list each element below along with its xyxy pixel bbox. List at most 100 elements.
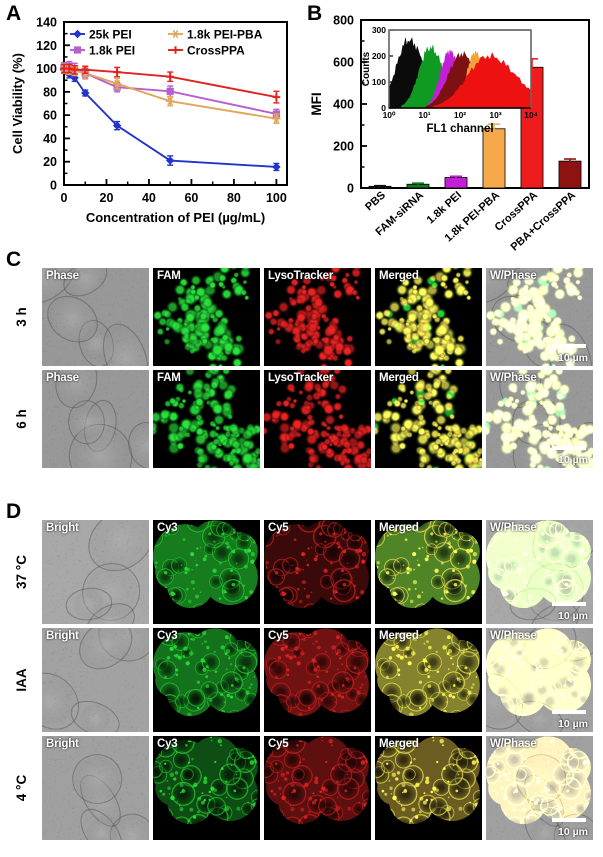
panel-d-tile-r0-c1: Cy3: [153, 520, 260, 624]
panel-b-bar: [482, 128, 506, 189]
tile-label: Merged: [379, 630, 419, 642]
scale-bar-label: 10 µm: [558, 454, 588, 466]
panel-a-marker: [70, 65, 79, 74]
panel-b-inset-xtick: 10⁴: [524, 110, 538, 120]
scale-bar-label: 10 µm: [558, 610, 588, 622]
tile-label: Cy5: [268, 738, 289, 750]
panel-b-inset-ytick: 300: [372, 25, 386, 35]
tile-label: Cy3: [157, 738, 178, 750]
panel-b-ytick: 800: [333, 14, 354, 28]
panel-c-row-label-1: 6 h: [14, 409, 29, 429]
panel-b-inset-xtick: 10²: [454, 110, 466, 120]
panel-d-tile-r2-c4: W/Phase 10 µm: [486, 736, 593, 840]
panel-d-tile-r0-c4: W/Phase 10 µm: [486, 520, 593, 624]
panel-a-marker: [65, 64, 74, 73]
panel-b-bar-group: [444, 175, 468, 189]
tile-label: Bright: [46, 630, 79, 642]
panel-b-inset-y-axis-title: Counts: [361, 51, 372, 86]
panel-c-tile-r1-c2: LysoTracker: [264, 370, 371, 468]
panel-a-ytick: 80: [43, 85, 57, 99]
scale-bar-label: 10 µm: [558, 718, 588, 730]
panel-d-tile-r2-c2: Cy5: [264, 736, 371, 840]
tile-label: W/Phase: [490, 522, 537, 534]
panel-a-marker: [166, 87, 174, 95]
panel-a-legend: 25k PEI 1.8k PEI 1.8k PEI-PBA CrossPPA: [70, 27, 263, 57]
panel-a-marker: [272, 114, 281, 123]
panel-a-xtick: 60: [184, 191, 198, 205]
panel-a-legend-label: CrossPPA: [187, 43, 245, 57]
tile-label: W/Phase: [490, 372, 537, 384]
panel-a-marker: [171, 29, 180, 39]
panel-d-tile-r1-c3: Merged: [375, 628, 482, 732]
panel-a-marker: [81, 65, 90, 74]
panel-a-marker: [272, 93, 281, 101]
panel-a-xtick: 0: [61, 191, 68, 205]
tile-label: W/Phase: [490, 738, 537, 750]
tile-label: FAM: [157, 372, 181, 384]
panel-c-tile-r0-c2: LysoTracker: [264, 268, 371, 366]
panel-c-row-label-0: 3 h: [14, 307, 29, 327]
panel-b-inset: 0 100 200 300 10⁰ 10¹ 10² 10³ 10⁴ Counts FL1 chann…: [361, 25, 538, 135]
tile-label: Merged: [379, 270, 419, 282]
panel-b-inset-xtick: 10¹: [418, 110, 430, 120]
tile-label: FAM: [157, 270, 181, 282]
panel-a-marker: [171, 46, 180, 54]
panel-b-letter: B: [307, 2, 323, 25]
scale-bar: [552, 446, 586, 450]
panel-c-letter: C: [6, 248, 22, 271]
tile-label: Bright: [46, 738, 79, 750]
panel-a-series-3: [60, 63, 281, 104]
panel-a-ytick: 100: [36, 62, 57, 76]
panel-b-inset-x-axis-title: FL1 channel: [426, 123, 493, 135]
panel-b-inset-xtick: 10⁰: [383, 110, 396, 120]
scale-bar-label: 10 µm: [558, 352, 588, 364]
panel-a-xtick: 100: [266, 191, 287, 205]
panel-a-xtick: 40: [142, 191, 156, 205]
panel-a-chart-svg: 0 20 40 60 80 100 120 140 0 20 40 60 80 100 Cell Viabi…: [10, 16, 288, 225]
scale-bar: [552, 818, 586, 822]
panel-c-tile-r0-c0: Phase: [42, 268, 149, 366]
panel-c-tile-r1-c0: Phase: [42, 370, 149, 468]
tile-label: W/Phase: [490, 270, 537, 282]
panel-d-tile-r0-c2: Cy5: [264, 520, 371, 624]
panel-c-tile-r0-c4: W/Phase 10 µm: [486, 268, 593, 366]
tile-label: Cy5: [268, 630, 289, 642]
panel-b-ytick: 200: [333, 140, 354, 154]
panel-d-tile-r1-c2: Cy5: [264, 628, 371, 732]
panel-c-tile-r1-c4: W/Phase 10 µm: [486, 370, 593, 468]
tile-label: LysoTracker: [268, 372, 334, 384]
panel-c-tile-r0-c3: Merged: [375, 268, 482, 366]
panel-d-row-label-1: IAA: [14, 668, 29, 692]
tile-label: Merged: [379, 522, 419, 534]
panel-a-marker: [112, 121, 122, 130]
tile-label: Cy3: [157, 522, 178, 534]
panel-b-bar-group: [406, 182, 430, 189]
panel-b-bar-group: [368, 184, 392, 189]
panel-a-ytick: 120: [36, 39, 57, 53]
panel-b-inset-ytick: 0: [381, 103, 386, 113]
tile-label: Cy3: [157, 630, 178, 642]
panel-b-inset-ytick: 100: [372, 77, 386, 87]
panel-c-tile-r0-c1: FAM: [153, 268, 260, 366]
panel-d-tile-r2-c0: Bright: [42, 736, 149, 840]
panel-a-marker: [73, 46, 82, 54]
panel-d-row-label-0: 37 °C: [14, 555, 29, 589]
panel-a-ytick: 60: [43, 109, 57, 123]
panel-d-tile-r1-c4: W/Phase 10 µm: [486, 628, 593, 732]
scale-bar-label: 10 µm: [558, 826, 588, 838]
panel-d: D 37 °C Bright Cy3 Cy5 Merged W/Phase 10 µm IAA…: [0, 498, 603, 857]
tile-label: Merged: [379, 372, 419, 384]
panel-b-category-label: PBS: [363, 189, 388, 213]
panel-a-xtick: 20: [100, 191, 114, 205]
panel-b-ytick: 600: [333, 56, 354, 70]
panel-a-x-axis-title: Concentration of PEI (µg/mL): [86, 210, 265, 225]
panel-a-marker: [81, 88, 90, 98]
panel-a-marker: [113, 68, 121, 76]
panel-a-marker: [272, 162, 281, 172]
panel-d-letter: D: [6, 500, 22, 523]
panel-d-tile-r1-c0: Bright: [42, 628, 149, 732]
panel-d-tile-r2-c3: Merged: [375, 736, 482, 840]
panel-b-inset-xtick: 10³: [489, 110, 501, 120]
panel-b-bar-group: [482, 123, 506, 189]
